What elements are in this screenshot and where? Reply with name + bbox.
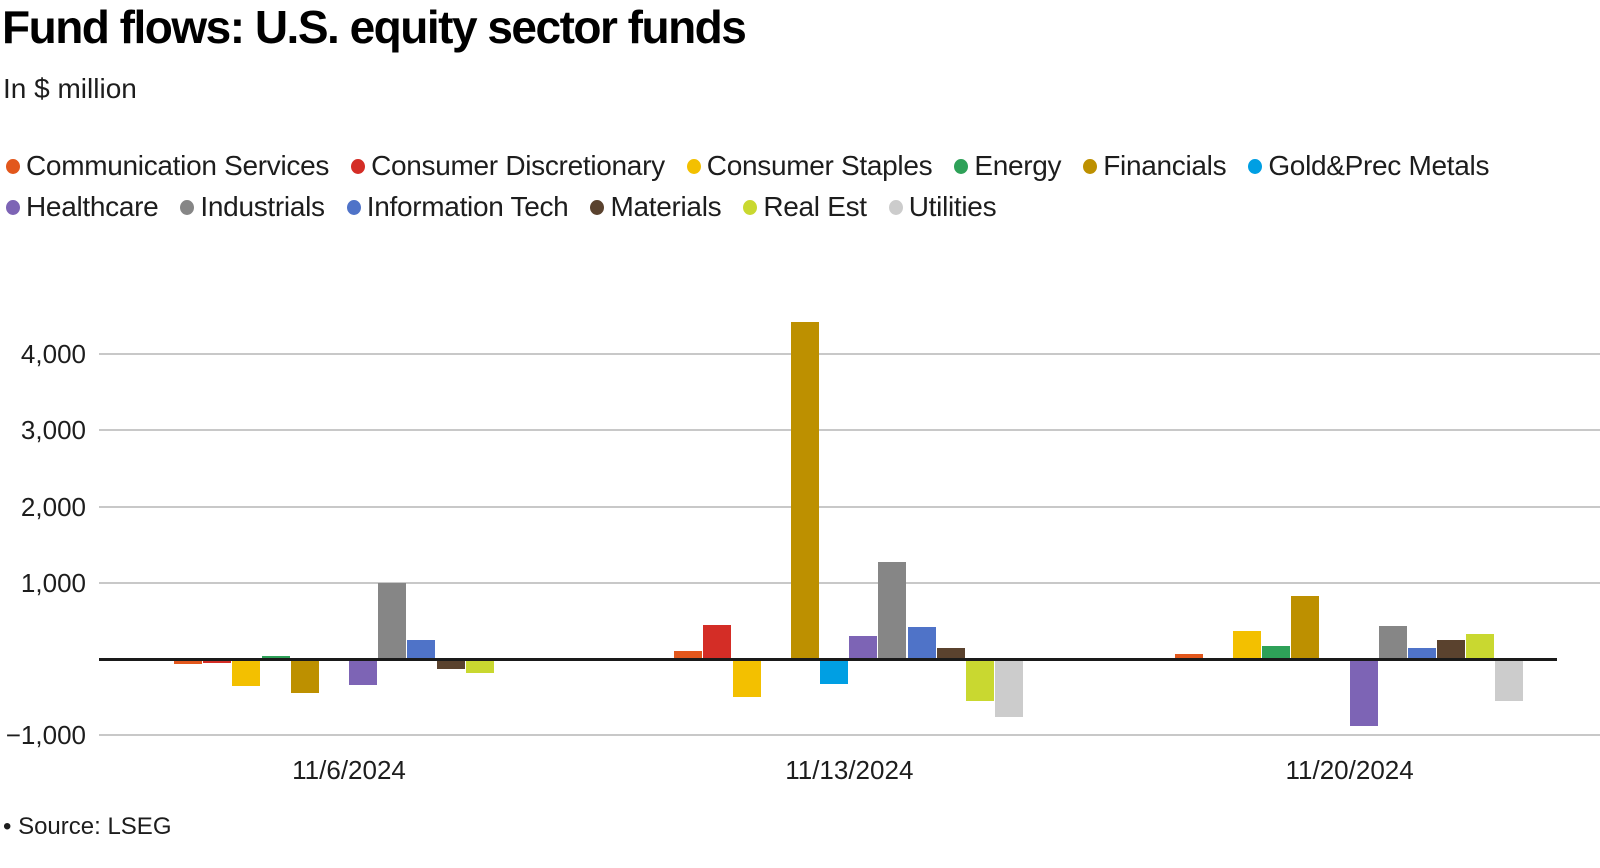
legend-item-financials: Financials — [1083, 150, 1227, 182]
legend-swatch-icon — [6, 158, 20, 174]
legend-swatch-icon — [180, 199, 195, 215]
chart-title: Fund flows: U.S. equity sector funds — [2, 1, 747, 53]
legend-label: Communication Services — [26, 150, 330, 181]
gridline — [99, 734, 1600, 737]
legend-item-consumer-staples: Consumer Staples — [686, 150, 933, 182]
legend-label: Financials — [1103, 150, 1227, 181]
legend-swatch-icon — [954, 158, 969, 174]
gridline — [99, 429, 1600, 432]
legend-label: Consumer Staples — [706, 150, 933, 181]
x-axis-label: 11/13/2024 — [785, 755, 914, 785]
legend-item-industrials: Industrials — [180, 191, 325, 223]
bar-communication-services — [1174, 653, 1203, 659]
legend-swatch-icon — [1083, 158, 1098, 174]
source-note: • Source: LSEG — [3, 813, 172, 840]
bar-financials — [790, 322, 819, 659]
bar-materials — [436, 659, 465, 669]
legend-label: Consumer Discretionary — [371, 150, 665, 181]
legend-item-healthcare: Healthcare — [6, 191, 159, 223]
bar-financials — [290, 659, 319, 693]
bar-healthcare — [849, 635, 878, 659]
bar-industrials — [1378, 626, 1407, 659]
legend-swatch-icon — [888, 199, 903, 215]
y-axis-tick-label: 4,000 — [20, 339, 86, 370]
bar-gold-prec-metals — [820, 659, 849, 685]
y-axis-tick-label: −1,000 — [5, 720, 86, 751]
legend-item-communication-services: Communication Services — [6, 150, 329, 182]
bar-materials — [1437, 640, 1466, 659]
legend-label: Industrials — [200, 191, 325, 222]
legend-label: Utilities — [908, 191, 997, 222]
legend-item-energy: Energy — [954, 150, 1062, 182]
legend-swatch-icon — [590, 199, 605, 215]
legend-row-1: Communication Services Consumer Discretio… — [6, 150, 1600, 182]
legend-label: Information Tech — [366, 191, 569, 222]
bar-information-tech — [907, 626, 936, 659]
gridline — [99, 581, 1600, 584]
bar-financials — [1291, 595, 1320, 659]
legend-swatch-icon — [6, 199, 20, 215]
legend-swatch-icon — [686, 158, 701, 174]
legend-swatch-icon — [351, 158, 366, 174]
legend-label: Real Est — [763, 191, 867, 222]
legend-label: Healthcare — [26, 191, 159, 222]
x-axis-label: 11/6/2024 — [292, 755, 406, 785]
legend-swatch-icon — [346, 199, 361, 215]
bar-industrials — [878, 562, 907, 659]
chart-subtitle: In $ million — [3, 73, 137, 104]
legend-label: Energy — [974, 150, 1062, 181]
bar-healthcare — [349, 659, 378, 685]
legend-item-utilities: Utilities — [888, 191, 997, 223]
bar-consumer-discretionary — [203, 659, 232, 663]
legend-row-2: Healthcare Industrials Information Tech Mat… — [6, 191, 1600, 223]
bar-consumer-staples — [232, 659, 261, 687]
legend-label: Materials — [610, 191, 722, 222]
bar-communication-services — [174, 659, 202, 665]
bar-utilities — [995, 659, 1024, 717]
legend-item-consumer-discretionary: Consumer Discretionary — [351, 150, 665, 182]
legend-label: Gold&Prec Metals — [1268, 150, 1490, 181]
bar-information-tech — [1407, 648, 1436, 659]
bar-information-tech — [407, 639, 436, 659]
legend-swatch-icon — [743, 199, 758, 215]
bar-communication-services — [674, 650, 703, 659]
y-axis-tick-label: 3,000 — [20, 415, 86, 446]
bar-real-est — [966, 659, 994, 702]
gridline — [99, 353, 1600, 356]
legend-item-gold-prec-metals: Gold&Prec Metals — [1248, 150, 1489, 182]
bar-consumer-staples — [1232, 631, 1261, 659]
bar-consumer-discretionary — [703, 625, 732, 659]
legend-item-real-est: Real Est — [743, 191, 867, 223]
x-axis-label: 11/20/2024 — [1285, 755, 1414, 785]
legend-swatch-icon — [1248, 158, 1263, 174]
y-axis-tick-label: 1,000 — [20, 567, 86, 598]
bar-energy — [261, 655, 290, 659]
bar-utilities — [1495, 659, 1524, 702]
bar-materials — [936, 647, 965, 659]
legend-item-materials: Materials — [590, 191, 722, 223]
y-axis-tick-label: 2,000 — [20, 491, 86, 522]
bar-real-est — [465, 659, 494, 674]
legend-item-information-tech: Information Tech — [346, 191, 569, 223]
bar-energy — [1262, 646, 1291, 659]
bar-healthcare — [1349, 659, 1378, 727]
bar-real-est — [1466, 633, 1495, 659]
bar-consumer-staples — [732, 659, 761, 697]
bar-industrials — [378, 582, 407, 659]
x-axis-zero-line — [99, 657, 1557, 661]
gridline — [99, 505, 1600, 508]
legend: Communication Services Consumer Discretio… — [6, 150, 1600, 223]
